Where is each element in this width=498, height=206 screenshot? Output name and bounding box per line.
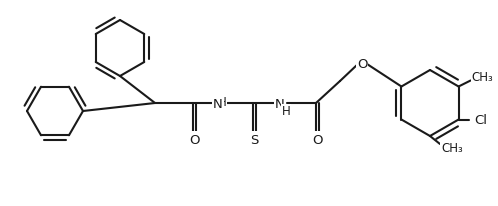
Text: N: N bbox=[213, 97, 223, 110]
Text: CH₃: CH₃ bbox=[441, 142, 463, 155]
Text: O: O bbox=[357, 58, 367, 71]
Text: H: H bbox=[282, 105, 290, 118]
Text: O: O bbox=[312, 133, 323, 146]
Text: Cl: Cl bbox=[474, 114, 487, 126]
Text: S: S bbox=[250, 133, 258, 146]
Text: CH₃: CH₃ bbox=[472, 71, 494, 84]
Text: O: O bbox=[189, 133, 200, 146]
Text: N: N bbox=[275, 97, 285, 110]
Text: H: H bbox=[218, 95, 227, 108]
